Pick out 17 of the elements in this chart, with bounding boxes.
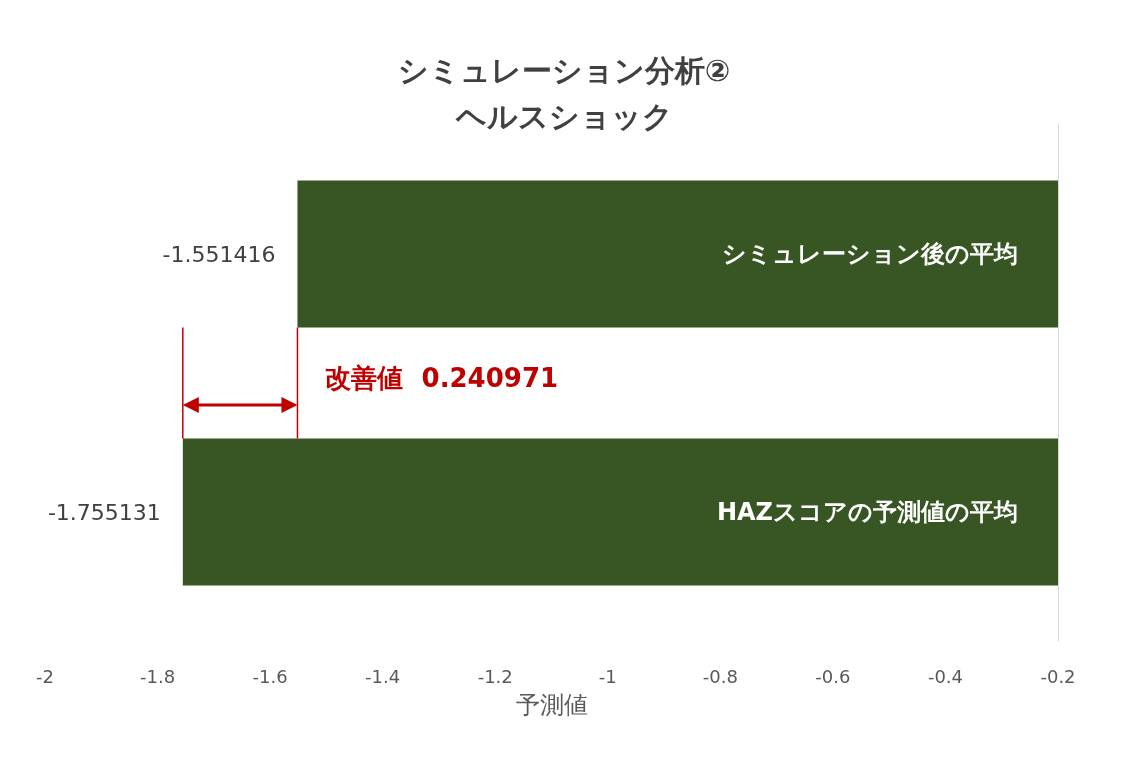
data-label: -1.551416 — [162, 241, 276, 267]
x-tick-label: -0.2 — [1040, 665, 1076, 687]
x-tick-label: -0.6 — [815, 665, 851, 687]
x-tick-label: -0.8 — [702, 665, 738, 687]
y-tick-label: シミュレーション後の平均 — [722, 240, 1018, 268]
x-tick-label: -1.8 — [139, 665, 176, 687]
y-tick-label: HAZスコアの予測値の平均 — [716, 498, 1018, 526]
x-tick-label: -0.4 — [927, 665, 964, 687]
x-tick-label: -1 — [598, 665, 617, 687]
chart-title: シミュレーション分析② ヘルスショック — [397, 52, 731, 134]
annotation: 改善値 0.240971 — [325, 363, 559, 393]
x-tick-label: -1.6 — [252, 665, 288, 687]
x-tick-label: -2 — [36, 665, 54, 687]
x-tick-label: -1.2 — [477, 665, 513, 687]
x-tick-label: -1.4 — [365, 665, 401, 687]
data-label: -1.755131 — [47, 499, 161, 525]
x-axis-title: 予測値 — [515, 691, 588, 719]
